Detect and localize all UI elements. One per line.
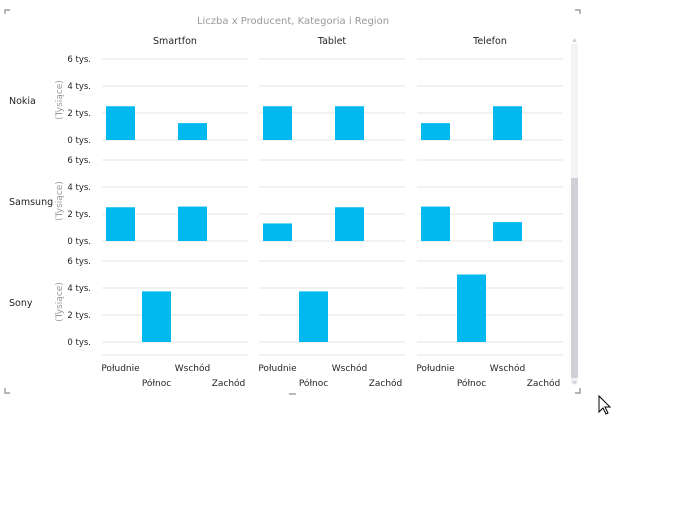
x-tick-label: Północ [142, 378, 171, 389]
column-header-smartfon: Smartfon [153, 36, 197, 47]
x-tick-label: Zachód [212, 378, 246, 389]
y-tick-label: 6 tys. [67, 257, 91, 267]
row-header-nokia: Nokia [9, 96, 36, 107]
x-tick-label: Południe [258, 364, 297, 374]
row-headers: Nokia (Tysiące) 0 tys. 2 tys. 4 tys. 6 tys. Sa… [9, 55, 91, 348]
bar-wschód [493, 222, 522, 241]
visual-frame-corners [4, 9, 581, 395]
bar-wschód [178, 206, 207, 241]
y-tick-label: 4 tys. [67, 284, 91, 294]
scroll-down-arrow-icon[interactable] [572, 381, 577, 385]
x-tick-label: Północ [457, 378, 486, 389]
y-axis-title: (Tysiące) [55, 80, 65, 120]
y-tick-label: 6 tys. [67, 156, 91, 166]
bar-południe [263, 223, 292, 241]
row-header-samsung: Samsung [9, 197, 53, 208]
y-axis-title: (Tysiące) [55, 282, 65, 322]
bar-wschód [493, 106, 522, 140]
x-tick-label: Południe [101, 364, 140, 374]
panel-sony-smartfon [102, 260, 248, 343]
panel-sony-telefon [417, 260, 563, 343]
mouse-cursor-icon [598, 394, 612, 415]
scroll-up-arrow-icon[interactable] [572, 38, 577, 42]
bar-wschód [335, 207, 364, 241]
panel-samsung-tablet [259, 159, 405, 242]
y-tick-label: 0 tys. [67, 136, 91, 146]
bar-północ [299, 291, 328, 342]
y-tick-label: 2 tys. [67, 109, 91, 119]
panel-samsung-smartfon [102, 159, 248, 242]
bar-południe [421, 123, 450, 140]
bar-południe [106, 207, 135, 241]
x-tick-label: Wschód [175, 363, 210, 374]
y-tick-label: 6 tys. [67, 55, 91, 65]
column-header-telefon: Telefon [472, 36, 507, 47]
y-tick-label: 0 tys. [67, 237, 91, 247]
x-axes: PołudniePółnocWschódZachódPołudniePółnoc… [101, 354, 563, 389]
row-header-sony: Sony [9, 298, 33, 309]
bar-wschód [335, 106, 364, 140]
panel-nokia-telefon [417, 58, 563, 141]
panel-nokia-smartfon [102, 58, 248, 141]
chart-title: Liczba x Producent, Kategoria i Region [197, 16, 389, 27]
chart-panels [102, 58, 563, 343]
y-tick-label: 0 tys. [67, 338, 91, 348]
y-tick-label: 2 tys. [67, 210, 91, 220]
x-tick-label: Południe [416, 364, 455, 374]
panel-samsung-telefon [417, 159, 563, 242]
y-tick-label: 2 tys. [67, 311, 91, 321]
bar-północ [457, 274, 486, 342]
bar-południe [421, 206, 450, 241]
y-tick-label: 4 tys. [67, 82, 91, 92]
panel-sony-tablet [259, 260, 405, 343]
x-tick-label: Wschód [332, 363, 367, 374]
y-tick-label: 4 tys. [67, 183, 91, 193]
bar-południe [106, 106, 135, 140]
bar-północ [142, 291, 171, 342]
column-header-tablet: Tablet [317, 36, 347, 47]
bar-wschód [178, 123, 207, 140]
x-tick-label: Wschód [490, 363, 525, 374]
bar-południe [263, 106, 292, 140]
x-tick-label: Północ [299, 378, 328, 389]
scrollbar[interactable] [571, 38, 578, 385]
scrollbar-thumb[interactable] [571, 178, 578, 378]
y-axis-title: (Tysiące) [55, 181, 65, 221]
panel-nokia-tablet [259, 58, 405, 141]
column-headers: Smartfon Tablet Telefon [153, 36, 507, 47]
x-tick-label: Zachód [527, 378, 561, 389]
x-tick-label: Zachód [369, 378, 403, 389]
